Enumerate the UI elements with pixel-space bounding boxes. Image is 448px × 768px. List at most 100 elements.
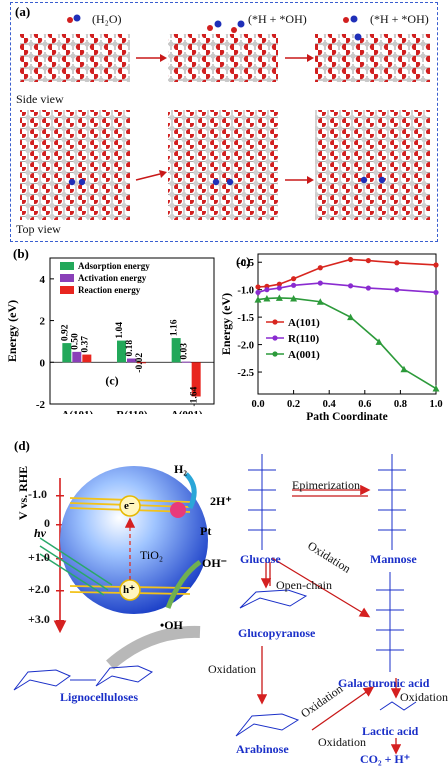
galacturonic-label: Galacturonic acid — [338, 676, 430, 690]
line-chart: -0.5 -1.0 -1.5 -2.0 -2.5 0.0 0.2 0.4 0.6 0.8 1.0 Pa… — [222, 253, 443, 420]
bar-plot-frame — [49, 257, 215, 405]
line-point-0-7 — [394, 260, 400, 266]
line-legend-label-1: R(110) — [288, 333, 320, 345]
open-chain-label: Open-chain — [276, 578, 332, 592]
line-series-1 — [257, 282, 437, 294]
line-point-1-2 — [276, 285, 282, 291]
line-legend-label-0: A(101) — [288, 317, 320, 329]
oxidation-label-4: Oxidation — [400, 690, 448, 704]
bar-value-label-1-2: -0.02 — [135, 353, 145, 373]
bar-2-0 — [171, 338, 181, 363]
line-point-2-5 — [347, 313, 355, 321]
glucopyranose-label: Glucopyranose — [238, 626, 316, 640]
bar-ytick-label-2: 2 — [40, 316, 46, 328]
panel-d-label: (d) — [14, 438, 30, 453]
line-xtick-label-2: 0.4 — [323, 399, 337, 410]
top-view-label: Top view — [16, 222, 61, 236]
bar-0-0 — [62, 343, 72, 363]
side-slab-3 — [315, 34, 430, 82]
side-slab-1 — [20, 34, 130, 82]
line-point-0-0 — [255, 284, 261, 290]
bar-ytick-label-1: 0 — [40, 357, 46, 369]
top-slab-1 — [20, 110, 130, 220]
line-point-2-1 — [263, 294, 271, 302]
line-xtick-label-1: 0.2 — [287, 399, 300, 410]
lignocellulose-label: Lignocelluloses — [60, 690, 139, 704]
line-ytick-label-1: -1.0 — [237, 286, 254, 297]
line-ylabel: Energy (eV) — [222, 293, 233, 355]
line-point-1-4 — [317, 280, 323, 286]
lactic-label: Lactic acid — [362, 724, 419, 738]
glucose-label: Glucose — [240, 552, 281, 566]
hole-label: h⁺ — [123, 584, 135, 596]
line-ytick-label-2: -1.5 — [237, 313, 254, 324]
arabinose-structure — [235, 713, 300, 737]
line-point-0-8 — [433, 262, 439, 268]
line-point-2-6 — [375, 338, 383, 345]
potential-tick-4: +2.0 — [28, 582, 50, 596]
line-point-0-4 — [317, 265, 323, 271]
bar-xtick-label-0: A(101) — [61, 409, 93, 414]
line-legend-marker-1 — [272, 335, 278, 341]
panel-a-frame — [10, 2, 438, 242]
bar-value-label-1-1: 0.18 — [125, 340, 135, 357]
photon-label: hν — [34, 526, 46, 540]
line-point-2-7 — [400, 365, 408, 373]
bar-legend-swatch-1 — [60, 274, 74, 282]
state-label-h2o: (H₂O) — [92, 12, 122, 26]
glucopyranose-structure — [239, 589, 308, 609]
bar-legend-swatch-0 — [60, 262, 74, 270]
mannose-label: Mannose — [370, 552, 417, 566]
bar-legend-label-2: Reaction energy — [78, 285, 141, 295]
h2-label: H₂ — [174, 462, 187, 476]
line-xtick-label-4: 0.8 — [394, 399, 407, 410]
epimerization-label: Epimerization — [292, 478, 360, 492]
bar-value-label-0-0: 0.92 — [60, 324, 70, 341]
glucose-structure — [248, 454, 276, 550]
state-label-adsorbed: (*H + *OH) — [248, 12, 307, 26]
products-label: CO₂ + H⁺ — [360, 752, 411, 766]
line-series-0 — [257, 258, 437, 288]
line-series-2 — [257, 297, 437, 390]
line-ytick-label-4: -2.5 — [237, 368, 254, 379]
line-point-0-5 — [347, 256, 354, 263]
mannose-structure — [378, 454, 406, 550]
bar-value-label-2-1: 0.03 — [180, 343, 190, 360]
potential-tick-3: +1.0 — [28, 550, 50, 564]
line-plot-frame — [257, 253, 437, 395]
side-view-label: Side view — [16, 92, 64, 106]
bar-legend-swatch-2 — [60, 286, 74, 294]
bar-ytick-label-3: 4 — [40, 274, 46, 286]
line-point-1-6 — [365, 285, 371, 291]
line-legend-label-2: A(001) — [288, 349, 320, 361]
panel-d-diagram — [13, 454, 417, 755]
line-ytick-label-3: -2.0 — [237, 341, 254, 352]
hydroxide-label: OH⁻ — [202, 556, 228, 570]
line-xtick-label-5: 1.0 — [429, 399, 442, 410]
bar-2-1 — [181, 361, 191, 363]
arabinose-label: Arabinose — [236, 742, 289, 756]
two-h-label: 2H⁺ — [210, 494, 232, 508]
top-slab-2 — [168, 110, 278, 220]
potential-tick-1: -1.0 — [28, 487, 47, 501]
side-slab-2 — [168, 34, 278, 82]
bar-xtick-label-2: A(001) — [171, 409, 203, 414]
line-point-0-2 — [276, 281, 282, 287]
bar-1-2 — [137, 362, 146, 364]
panel-a-structures — [20, 14, 430, 220]
tio2-label: TiO₂ — [140, 548, 164, 562]
line-xtick-label-0: 0.0 — [251, 399, 264, 410]
bar-value-label-2-0: 1.16 — [170, 319, 180, 336]
line-point-1-5 — [347, 283, 354, 289]
bar-0-1 — [72, 351, 82, 363]
top-slab-3 — [315, 110, 430, 220]
lactic-structure — [379, 701, 417, 711]
line-point-2-0 — [254, 296, 262, 303]
water-molecule-3 — [343, 15, 362, 41]
line-legend-marker-2 — [272, 351, 278, 357]
line-point-2-3 — [290, 294, 298, 302]
electron-label: e⁻ — [124, 500, 135, 512]
potential-tick-5: +3.0 — [28, 612, 50, 626]
electron-marker — [119, 495, 141, 517]
